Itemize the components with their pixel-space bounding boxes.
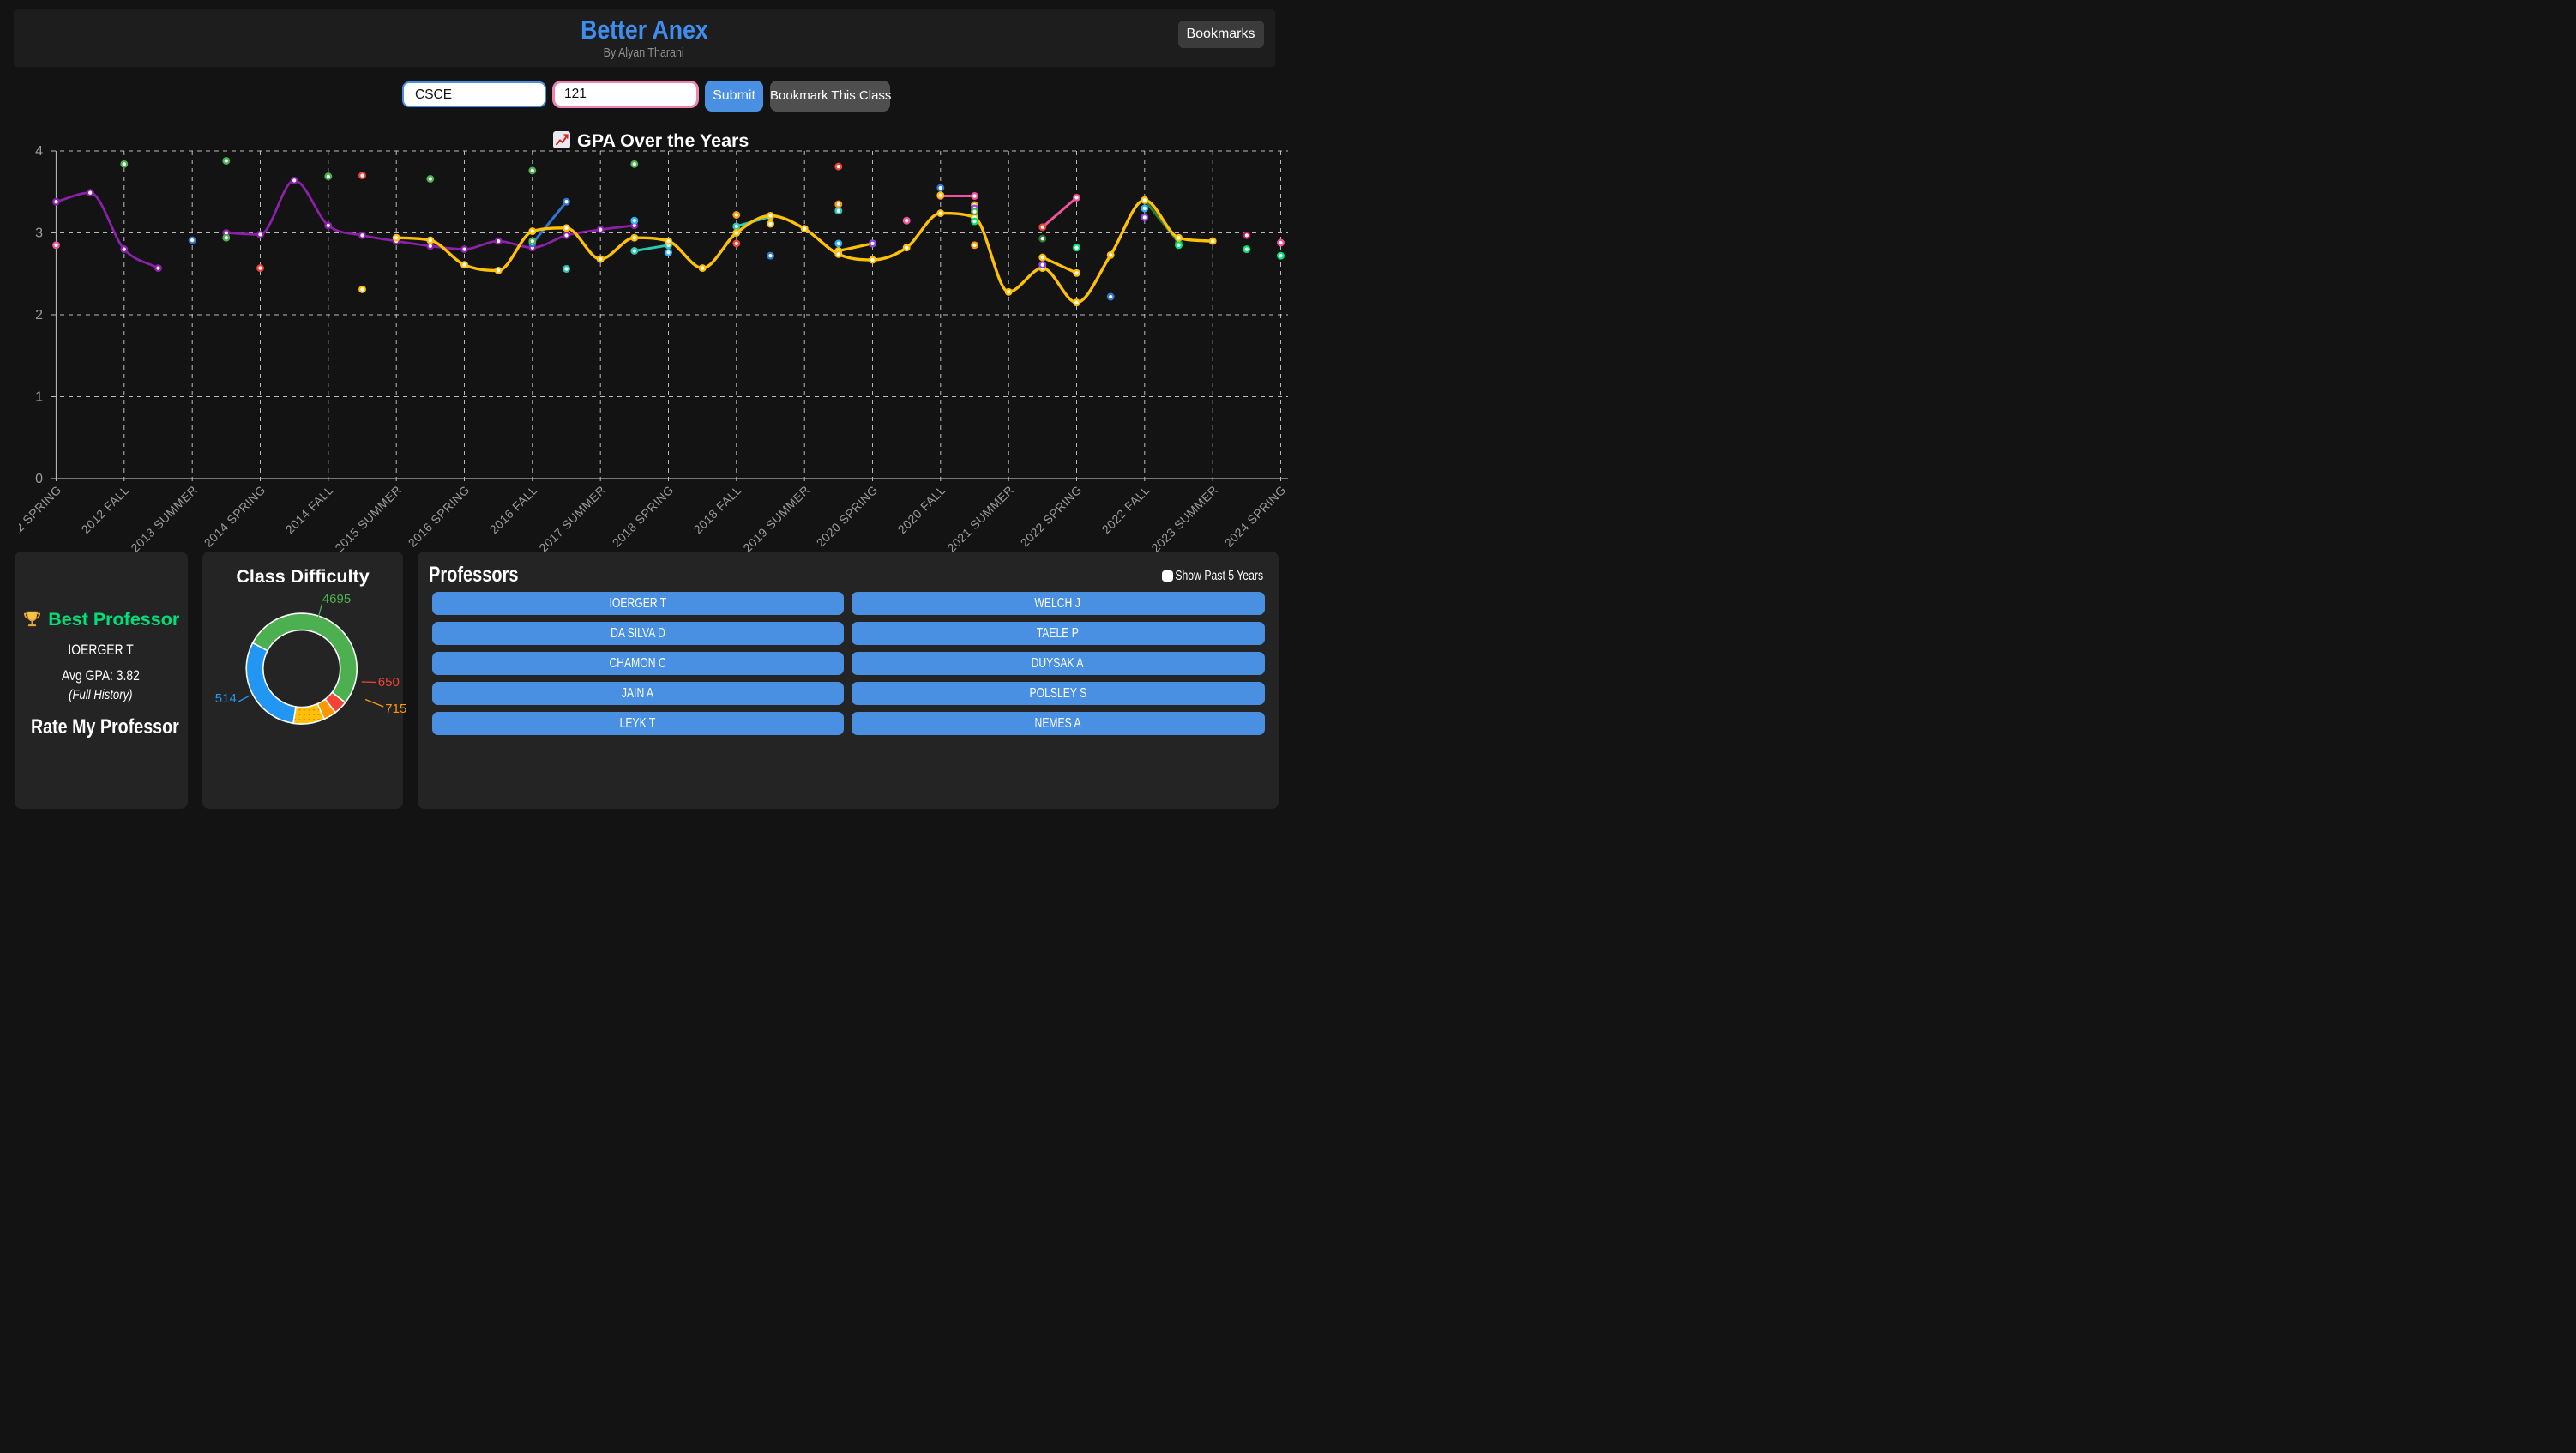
- svg-text:GPA Over the Years: GPA Over the Years: [577, 130, 749, 151]
- svg-text:2014 SPRING: 2014 SPRING: [202, 483, 268, 550]
- svg-text:1: 1: [35, 390, 43, 405]
- svg-text:2012 FALL: 2012 FALL: [79, 483, 132, 536]
- svg-text:2016 FALL: 2016 FALL: [487, 483, 540, 536]
- svg-text:4695: 4695: [322, 592, 350, 606]
- svg-text:2023 SUMMER: 2023 SUMMER: [1148, 483, 1220, 555]
- svg-text:2012 SPRING: 2012 SPRING: [0, 483, 64, 550]
- svg-text:2021 SUMMER: 2021 SUMMER: [944, 483, 1016, 555]
- svg-text:2020 FALL: 2020 FALL: [895, 483, 948, 536]
- svg-text:2014 FALL: 2014 FALL: [283, 483, 336, 536]
- svg-text:650: 650: [377, 675, 399, 690]
- svg-text:2: 2: [35, 308, 43, 323]
- svg-text:2016 SPRING: 2016 SPRING: [406, 483, 472, 550]
- svg-text:2018 FALL: 2018 FALL: [691, 483, 744, 536]
- svg-text:3: 3: [35, 226, 43, 241]
- svg-text:715: 715: [385, 702, 406, 716]
- svg-text:2024 SPRING: 2024 SPRING: [1222, 483, 1288, 550]
- svg-text:2013 SUMMER: 2013 SUMMER: [128, 483, 200, 555]
- svg-text:2015 SUMMER: 2015 SUMMER: [332, 483, 404, 555]
- svg-text:2019 SUMMER: 2019 SUMMER: [740, 483, 812, 555]
- svg-text:2022 SPRING: 2022 SPRING: [1018, 483, 1085, 550]
- svg-text:2018 SPRING: 2018 SPRING: [610, 483, 677, 550]
- svg-text:2022 FALL: 2022 FALL: [1099, 483, 1153, 536]
- svg-text:0: 0: [35, 472, 43, 486]
- svg-text:4: 4: [35, 144, 43, 159]
- svg-text:2020 SPRING: 2020 SPRING: [814, 483, 881, 550]
- svg-text:3514: 3514: [215, 691, 237, 706]
- svg-text:2017 SUMMER: 2017 SUMMER: [536, 483, 608, 555]
